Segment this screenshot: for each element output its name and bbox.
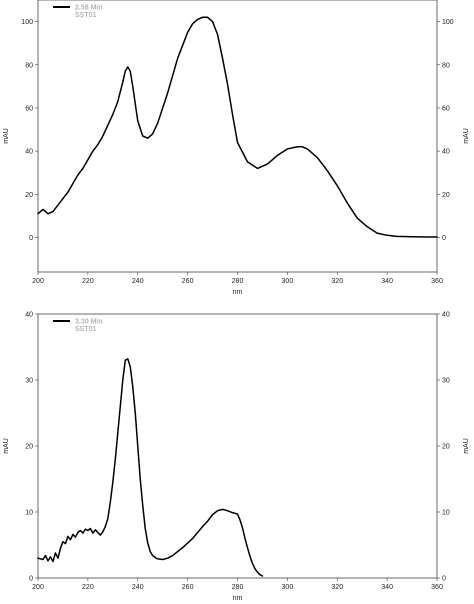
y-tick-label-left: 40 bbox=[25, 149, 33, 156]
y-tick-label-right: 10 bbox=[442, 510, 450, 517]
plot-frame bbox=[37, 313, 438, 579]
x-tick-label: 340 bbox=[381, 584, 393, 591]
x-tick-label: 260 bbox=[182, 584, 194, 591]
y-tick-label-right: 30 bbox=[442, 378, 450, 385]
y-tick-label-left: 30 bbox=[25, 378, 33, 385]
y-axis-title-right: mAU bbox=[463, 128, 470, 144]
y-tick-label-right: 0 bbox=[442, 576, 446, 583]
x-tick-label: 280 bbox=[232, 584, 244, 591]
x-tick-label: 320 bbox=[331, 278, 343, 285]
y-tick-label-left: 0 bbox=[29, 576, 33, 583]
y-tick-label-left: 0 bbox=[29, 235, 33, 242]
x-tick-label: 300 bbox=[282, 584, 294, 591]
y-tick-label-right: 80 bbox=[442, 62, 450, 69]
x-axis-title: nm bbox=[233, 289, 243, 296]
y-tick-label-right: 0 bbox=[442, 235, 446, 242]
y-axis-title-left: mAU bbox=[3, 438, 10, 454]
x-tick-label: 200 bbox=[32, 278, 44, 285]
plot-frame bbox=[37, 0, 438, 273]
x-tick-label: 220 bbox=[82, 584, 94, 591]
chromatogram-spectrum-top: 200 220 240 260 280 300 320 340 360 0 0 20 20 40 40 60 6… bbox=[3, 0, 470, 296]
y-axis-title-right: mAU bbox=[463, 438, 470, 454]
x-tick-label: 220 bbox=[82, 278, 94, 285]
x-tick-label: 360 bbox=[431, 584, 443, 591]
x-tick-label: 340 bbox=[381, 278, 393, 285]
y-tick-label-right: 100 bbox=[442, 19, 454, 26]
y-tick-label-right: 20 bbox=[442, 444, 450, 451]
legend-label-time: 2.58 Min bbox=[75, 5, 103, 12]
x-tick-label: 240 bbox=[132, 584, 144, 591]
y-tick-label-left: 40 bbox=[25, 312, 33, 319]
x-tick-label: 200 bbox=[32, 584, 44, 591]
x-axis-title: nm bbox=[233, 595, 243, 602]
legend-label-sample: SST01 bbox=[75, 326, 97, 333]
x-tick-label: 360 bbox=[431, 278, 443, 285]
y-tick-label-left: 10 bbox=[25, 510, 33, 517]
y-tick-label-left: 20 bbox=[25, 444, 33, 451]
spectrum-trace bbox=[37, 358, 264, 577]
y-tick-label-right: 40 bbox=[442, 149, 450, 156]
y-tick-label-right: 60 bbox=[442, 105, 450, 112]
y-tick-label-left: 100 bbox=[21, 19, 33, 26]
y-tick-label-left: 60 bbox=[25, 105, 33, 112]
y-tick-label-right: 40 bbox=[442, 312, 450, 319]
y-tick-label-right: 20 bbox=[442, 192, 450, 199]
x-tick-label: 320 bbox=[331, 584, 343, 591]
legend-label-time: 3.30 Min bbox=[75, 319, 103, 326]
x-tick-label: 280 bbox=[232, 278, 244, 285]
y-tick-label-left: 20 bbox=[25, 192, 33, 199]
y-tick-label-left: 80 bbox=[25, 62, 33, 69]
y-axis-title-left: mAU bbox=[3, 128, 10, 144]
x-tick-label: 240 bbox=[132, 278, 144, 285]
x-tick-label: 300 bbox=[282, 278, 294, 285]
spectrum-trace bbox=[37, 16, 438, 238]
legend-label-sample: SST01 bbox=[75, 12, 97, 19]
x-tick-label: 260 bbox=[182, 278, 194, 285]
